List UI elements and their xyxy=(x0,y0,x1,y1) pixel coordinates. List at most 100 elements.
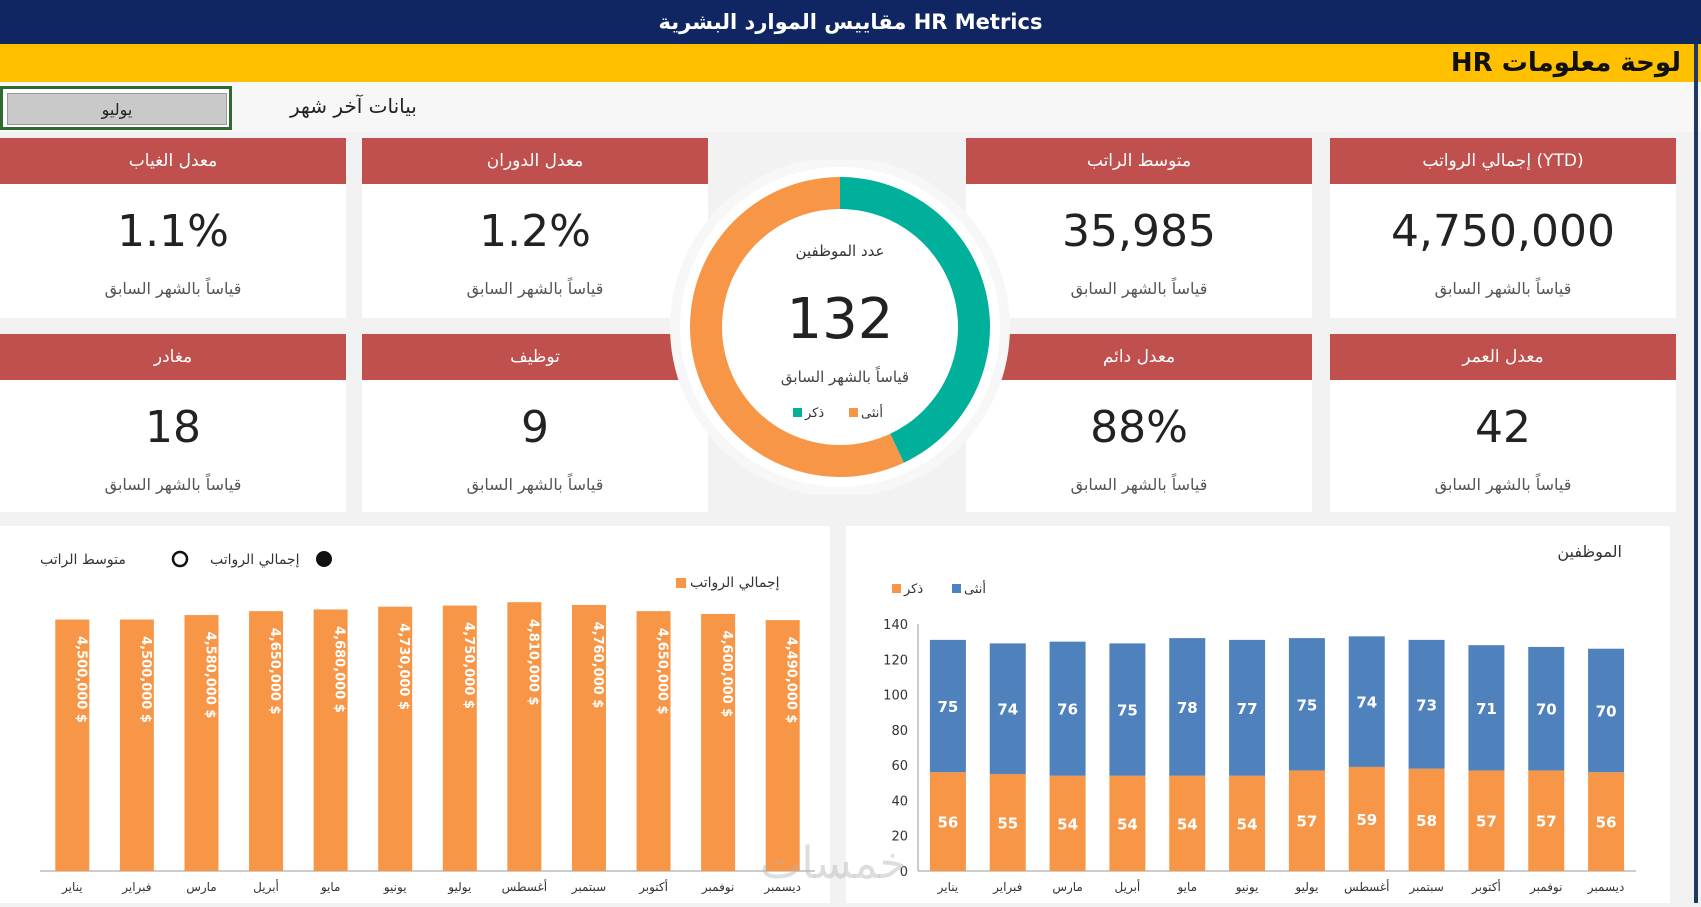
salary-x-tick: سبتمبر xyxy=(571,880,606,895)
salary-chart-panel: متوسط الراتب إجمالي الرواتب إجمالي الروا… xyxy=(0,526,830,903)
male-bar-label: 54 xyxy=(1057,815,1078,833)
legend-swatch-male xyxy=(892,584,901,593)
legend-swatch-male xyxy=(793,408,802,417)
y-tick-label: 0 xyxy=(900,865,908,880)
female-bar-label: 78 xyxy=(1177,699,1198,717)
dashboard-label: لوحة معلومات HR xyxy=(1450,48,1681,78)
female-bar xyxy=(1049,641,1086,776)
y-tick-label: 40 xyxy=(891,794,908,809)
male-bar xyxy=(1528,770,1565,871)
salary-bar xyxy=(571,605,606,871)
card-permanent-rate: معدل دائم 88% قياساً بالشهر السابق xyxy=(966,334,1312,512)
salary-bar-label: 4,650,000 $ xyxy=(655,628,670,715)
female-bar xyxy=(1408,639,1445,769)
salary-bar xyxy=(313,609,348,871)
card-title: معدل الغياب xyxy=(0,138,346,184)
legend-total-payroll: إجمالي الرواتب xyxy=(210,552,300,568)
salary-x-tick: أبريل xyxy=(253,879,279,895)
card-title: معدل الدوران xyxy=(362,138,708,184)
y-tick-label: 60 xyxy=(891,759,908,774)
dashboard-banner: لوحة معلومات HR xyxy=(0,44,1701,82)
salary-x-tick: فبراير xyxy=(121,880,151,895)
dashboard-title: مقاييس الموارد البشرية HR Metrics xyxy=(0,0,1701,44)
card-compare: قياساً بالشهر السابق xyxy=(1434,475,1572,494)
card-title: مغادر xyxy=(0,334,346,380)
salary-x-tick: نوفمبر xyxy=(701,880,734,895)
controls-bar: يوليو بيانات آخر شهر xyxy=(0,82,1701,132)
card-avg-salary: متوسط الراتب 35,985 قياساً بالشهر السابق xyxy=(966,138,1312,318)
male-bar xyxy=(1588,772,1625,871)
employees-x-tick: ديسمبر xyxy=(1587,880,1625,895)
female-bar-label: 74 xyxy=(1356,694,1377,712)
salary-chart: متوسط الراتب إجمالي الرواتب إجمالي الروا… xyxy=(40,550,815,895)
salary-bar-label: 4,810,000 $ xyxy=(525,619,540,706)
salary-bar xyxy=(184,615,219,871)
male-bar-label: 58 xyxy=(1416,812,1437,830)
month-selector-value[interactable]: يوليو xyxy=(7,93,227,125)
y-tick-label: 100 xyxy=(883,689,908,704)
male-bar-label: 55 xyxy=(997,814,1018,832)
employees-x-tick: يناير xyxy=(937,880,959,895)
salary-x-tick: ديسمبر xyxy=(763,880,801,895)
female-bar xyxy=(1588,648,1625,773)
card-title: توظيف xyxy=(362,334,708,380)
salary-bar-label: 4,750,000 $ xyxy=(461,622,476,709)
male-bar xyxy=(1229,775,1266,871)
employees-chart: الموظفين ذكر أنثى 0 20 40 60 80 100 120 140 56 75… xyxy=(883,542,1636,895)
donut-legend-male: ذكر xyxy=(804,406,824,421)
female-bar xyxy=(1288,638,1325,771)
card-compare: قياساً بالشهر السابق xyxy=(104,279,242,298)
card-compare: قياساً بالشهر السابق xyxy=(466,475,604,494)
male-bar-label: 57 xyxy=(1536,813,1557,831)
card-absence: معدل الغياب 1.1% قياساً بالشهر السابق xyxy=(0,138,346,318)
female-bar xyxy=(1229,639,1266,776)
female-bar-label: 77 xyxy=(1237,700,1258,718)
card-title: إجمالي الرواتب (YTD) xyxy=(1330,138,1676,184)
female-bar-label: 75 xyxy=(937,698,958,716)
female-bar xyxy=(989,643,1026,774)
salary-bar xyxy=(378,606,413,871)
male-bar-label: 59 xyxy=(1356,811,1377,829)
male-bar-label: 54 xyxy=(1237,815,1258,833)
female-bar-label: 74 xyxy=(997,701,1018,719)
headcount-donut-chart: عدد الموظفين 132 قياساً بالشهر السابق ذك… xyxy=(670,157,1010,497)
salary-bar xyxy=(249,611,284,871)
legend-swatch-payroll xyxy=(676,578,686,588)
male-bar xyxy=(1288,770,1325,871)
card-value: 35,985 xyxy=(1062,206,1216,257)
employees-x-tick: يونيو xyxy=(1235,880,1259,895)
y-tick-label: 20 xyxy=(891,830,908,845)
salary-bar-label: 4,490,000 $ xyxy=(784,637,799,724)
female-bar-label: 76 xyxy=(1057,701,1078,719)
card-value: 9 xyxy=(521,402,549,453)
salary-bar-label: 4,680,000 $ xyxy=(332,626,347,713)
male-bar xyxy=(1468,770,1505,871)
salary-bar-label: 4,580,000 $ xyxy=(202,632,217,719)
female-bar-label: 73 xyxy=(1416,696,1437,714)
salary-x-tick: أكتوبر xyxy=(638,879,668,895)
headcount-donut: عدد الموظفين 132 قياساً بالشهر السابق ذك… xyxy=(665,157,1035,497)
female-bar xyxy=(929,639,966,773)
male-bar xyxy=(1049,775,1086,871)
male-bar xyxy=(1408,768,1445,871)
male-bar xyxy=(1169,775,1206,871)
female-bar xyxy=(1468,645,1505,771)
male-bar-label: 54 xyxy=(1177,815,1198,833)
month-selector[interactable]: يوليو xyxy=(0,86,232,130)
male-bar-label: 57 xyxy=(1476,813,1497,831)
salary-bar xyxy=(442,605,477,871)
total-payroll-icon xyxy=(316,551,332,567)
employees-chart-title: الموظفين xyxy=(1557,542,1622,562)
employees-x-tick: سبتمبر xyxy=(1408,880,1443,895)
male-bar-label: 57 xyxy=(1296,813,1317,831)
employees-x-tick: أبريل xyxy=(1115,879,1141,895)
male-bar-label: 56 xyxy=(937,814,958,832)
card-value: 88% xyxy=(1090,402,1188,453)
female-bar-label: 75 xyxy=(1296,696,1317,714)
right-edge-bar xyxy=(1694,44,1698,903)
salary-x-tick: يوليو xyxy=(447,880,471,895)
female-bar xyxy=(1528,646,1565,771)
salary-bar xyxy=(701,613,736,871)
avg-salary-icon xyxy=(171,550,189,568)
employees-x-tick: فبراير xyxy=(992,880,1022,895)
